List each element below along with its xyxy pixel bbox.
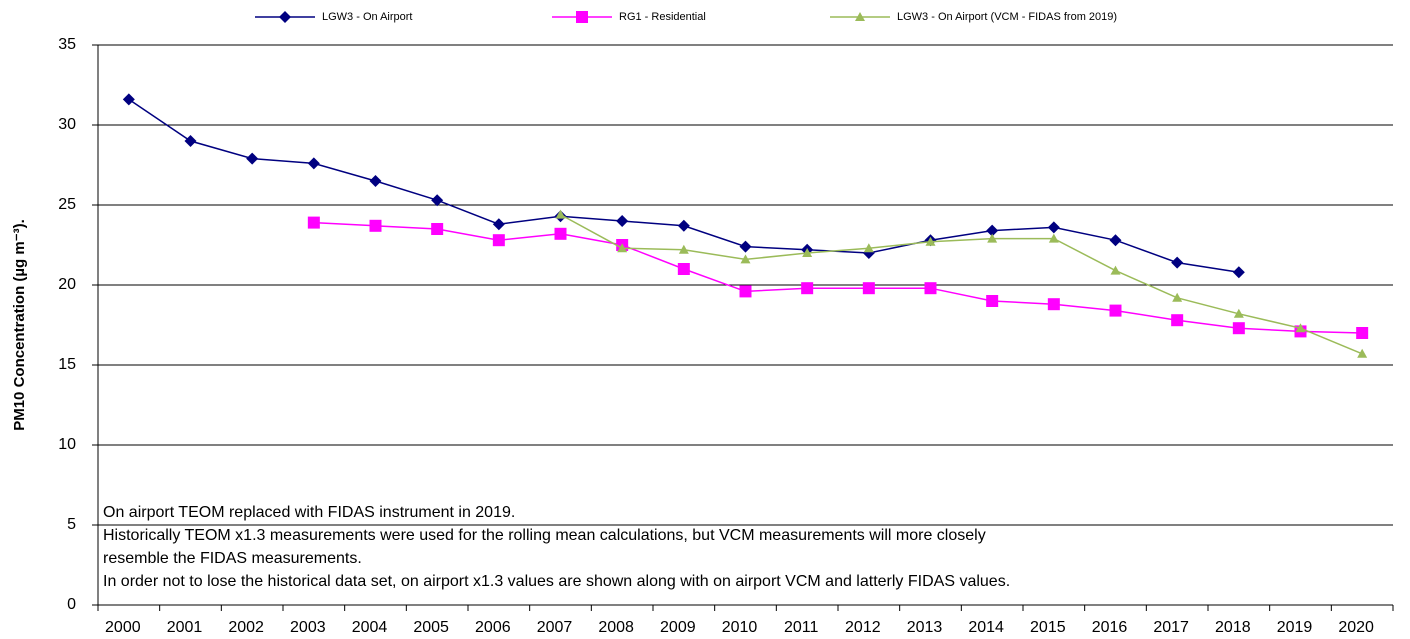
point xyxy=(554,227,567,240)
x-tick-label: 2004 xyxy=(352,619,388,636)
annotation: resemble the FIDAS measurements. xyxy=(103,550,362,567)
point xyxy=(492,234,505,247)
point xyxy=(801,282,814,295)
point xyxy=(987,233,998,243)
point xyxy=(616,215,629,227)
point xyxy=(739,285,752,298)
x-tick-label: 2012 xyxy=(845,619,881,636)
x-tick-label: 2009 xyxy=(660,619,696,636)
point xyxy=(678,244,689,254)
x-tick-label: 2016 xyxy=(1092,619,1128,636)
point xyxy=(617,243,628,253)
point xyxy=(492,218,505,231)
x-tick-label: 2001 xyxy=(167,619,203,636)
point xyxy=(1047,298,1060,311)
point xyxy=(369,219,382,232)
point xyxy=(925,236,936,246)
y-tick-label: 35 xyxy=(58,36,76,53)
x-tick-label: 2017 xyxy=(1153,619,1189,636)
point xyxy=(431,223,444,235)
y-tick-label: 15 xyxy=(58,356,76,373)
y-tick-label: 0 xyxy=(67,596,76,613)
point xyxy=(246,152,259,165)
x-tick-label: 2011 xyxy=(784,619,819,636)
x-tick-label: 2005 xyxy=(413,619,449,636)
point xyxy=(1109,304,1122,317)
point xyxy=(924,282,937,295)
series-line xyxy=(313,221,1363,334)
series xyxy=(122,93,1245,279)
point xyxy=(1047,221,1060,234)
x-tick-label: 2000 xyxy=(105,619,141,636)
point xyxy=(1232,322,1245,335)
point xyxy=(279,11,291,23)
x-tick-label: 2019 xyxy=(1277,619,1313,636)
y-tick-label: 20 xyxy=(58,276,76,293)
point xyxy=(1171,314,1184,327)
point xyxy=(862,282,875,295)
annotation: In order not to lose the historical data… xyxy=(103,573,1010,590)
point xyxy=(122,93,135,106)
x-tick-label: 2002 xyxy=(228,619,264,636)
series xyxy=(307,216,1369,339)
point xyxy=(1048,233,1059,243)
point xyxy=(677,263,690,275)
point xyxy=(986,224,999,237)
x-tick-label: 2003 xyxy=(290,619,326,636)
y-axis-label: PM10 Concentration (µg m⁻³). xyxy=(11,219,28,431)
point xyxy=(802,248,813,257)
point xyxy=(431,194,444,207)
point xyxy=(677,219,690,232)
annotation: On airport TEOM replaced with FIDAS inst… xyxy=(103,504,515,521)
x-tick-label: 2007 xyxy=(537,619,573,636)
point xyxy=(576,11,588,23)
point xyxy=(307,216,320,229)
legend-label: RG1 - Residential xyxy=(619,11,706,23)
x-tick-label: 2006 xyxy=(475,619,511,636)
x-tick-label: 2014 xyxy=(968,619,1004,636)
point xyxy=(1356,327,1369,339)
point xyxy=(1171,256,1184,269)
point xyxy=(1233,308,1244,318)
point xyxy=(1357,348,1368,358)
point xyxy=(369,175,382,187)
point xyxy=(1295,323,1306,333)
series xyxy=(555,209,1368,358)
point xyxy=(555,209,566,219)
legend-label: LGW3 - On Airport xyxy=(322,11,412,23)
point xyxy=(855,12,865,21)
x-tick-label: 2008 xyxy=(598,619,634,636)
legend-label: LGW3 - On Airport (VCM - FIDAS from 2019… xyxy=(897,11,1117,23)
point xyxy=(1110,265,1121,275)
point xyxy=(1232,266,1245,279)
point xyxy=(307,157,320,170)
x-tick-label: 2015 xyxy=(1030,619,1066,636)
point xyxy=(184,135,197,147)
x-tick-label: 2018 xyxy=(1215,619,1251,636)
y-tick-label: 5 xyxy=(67,516,76,533)
series-line xyxy=(560,213,1363,355)
point xyxy=(739,240,752,253)
point xyxy=(986,295,999,307)
y-tick-label: 25 xyxy=(58,196,76,213)
y-tick-label: 10 xyxy=(58,436,76,453)
point xyxy=(1172,292,1183,302)
point xyxy=(740,254,751,264)
x-tick-label: 2010 xyxy=(722,619,758,636)
y-tick-label: 30 xyxy=(58,116,76,133)
point xyxy=(1109,234,1122,247)
point xyxy=(863,243,874,253)
x-tick-label: 2020 xyxy=(1338,619,1374,636)
annotation: Historically TEOM x1.3 measurements were… xyxy=(103,527,986,544)
x-tick-label: 2013 xyxy=(907,619,943,636)
